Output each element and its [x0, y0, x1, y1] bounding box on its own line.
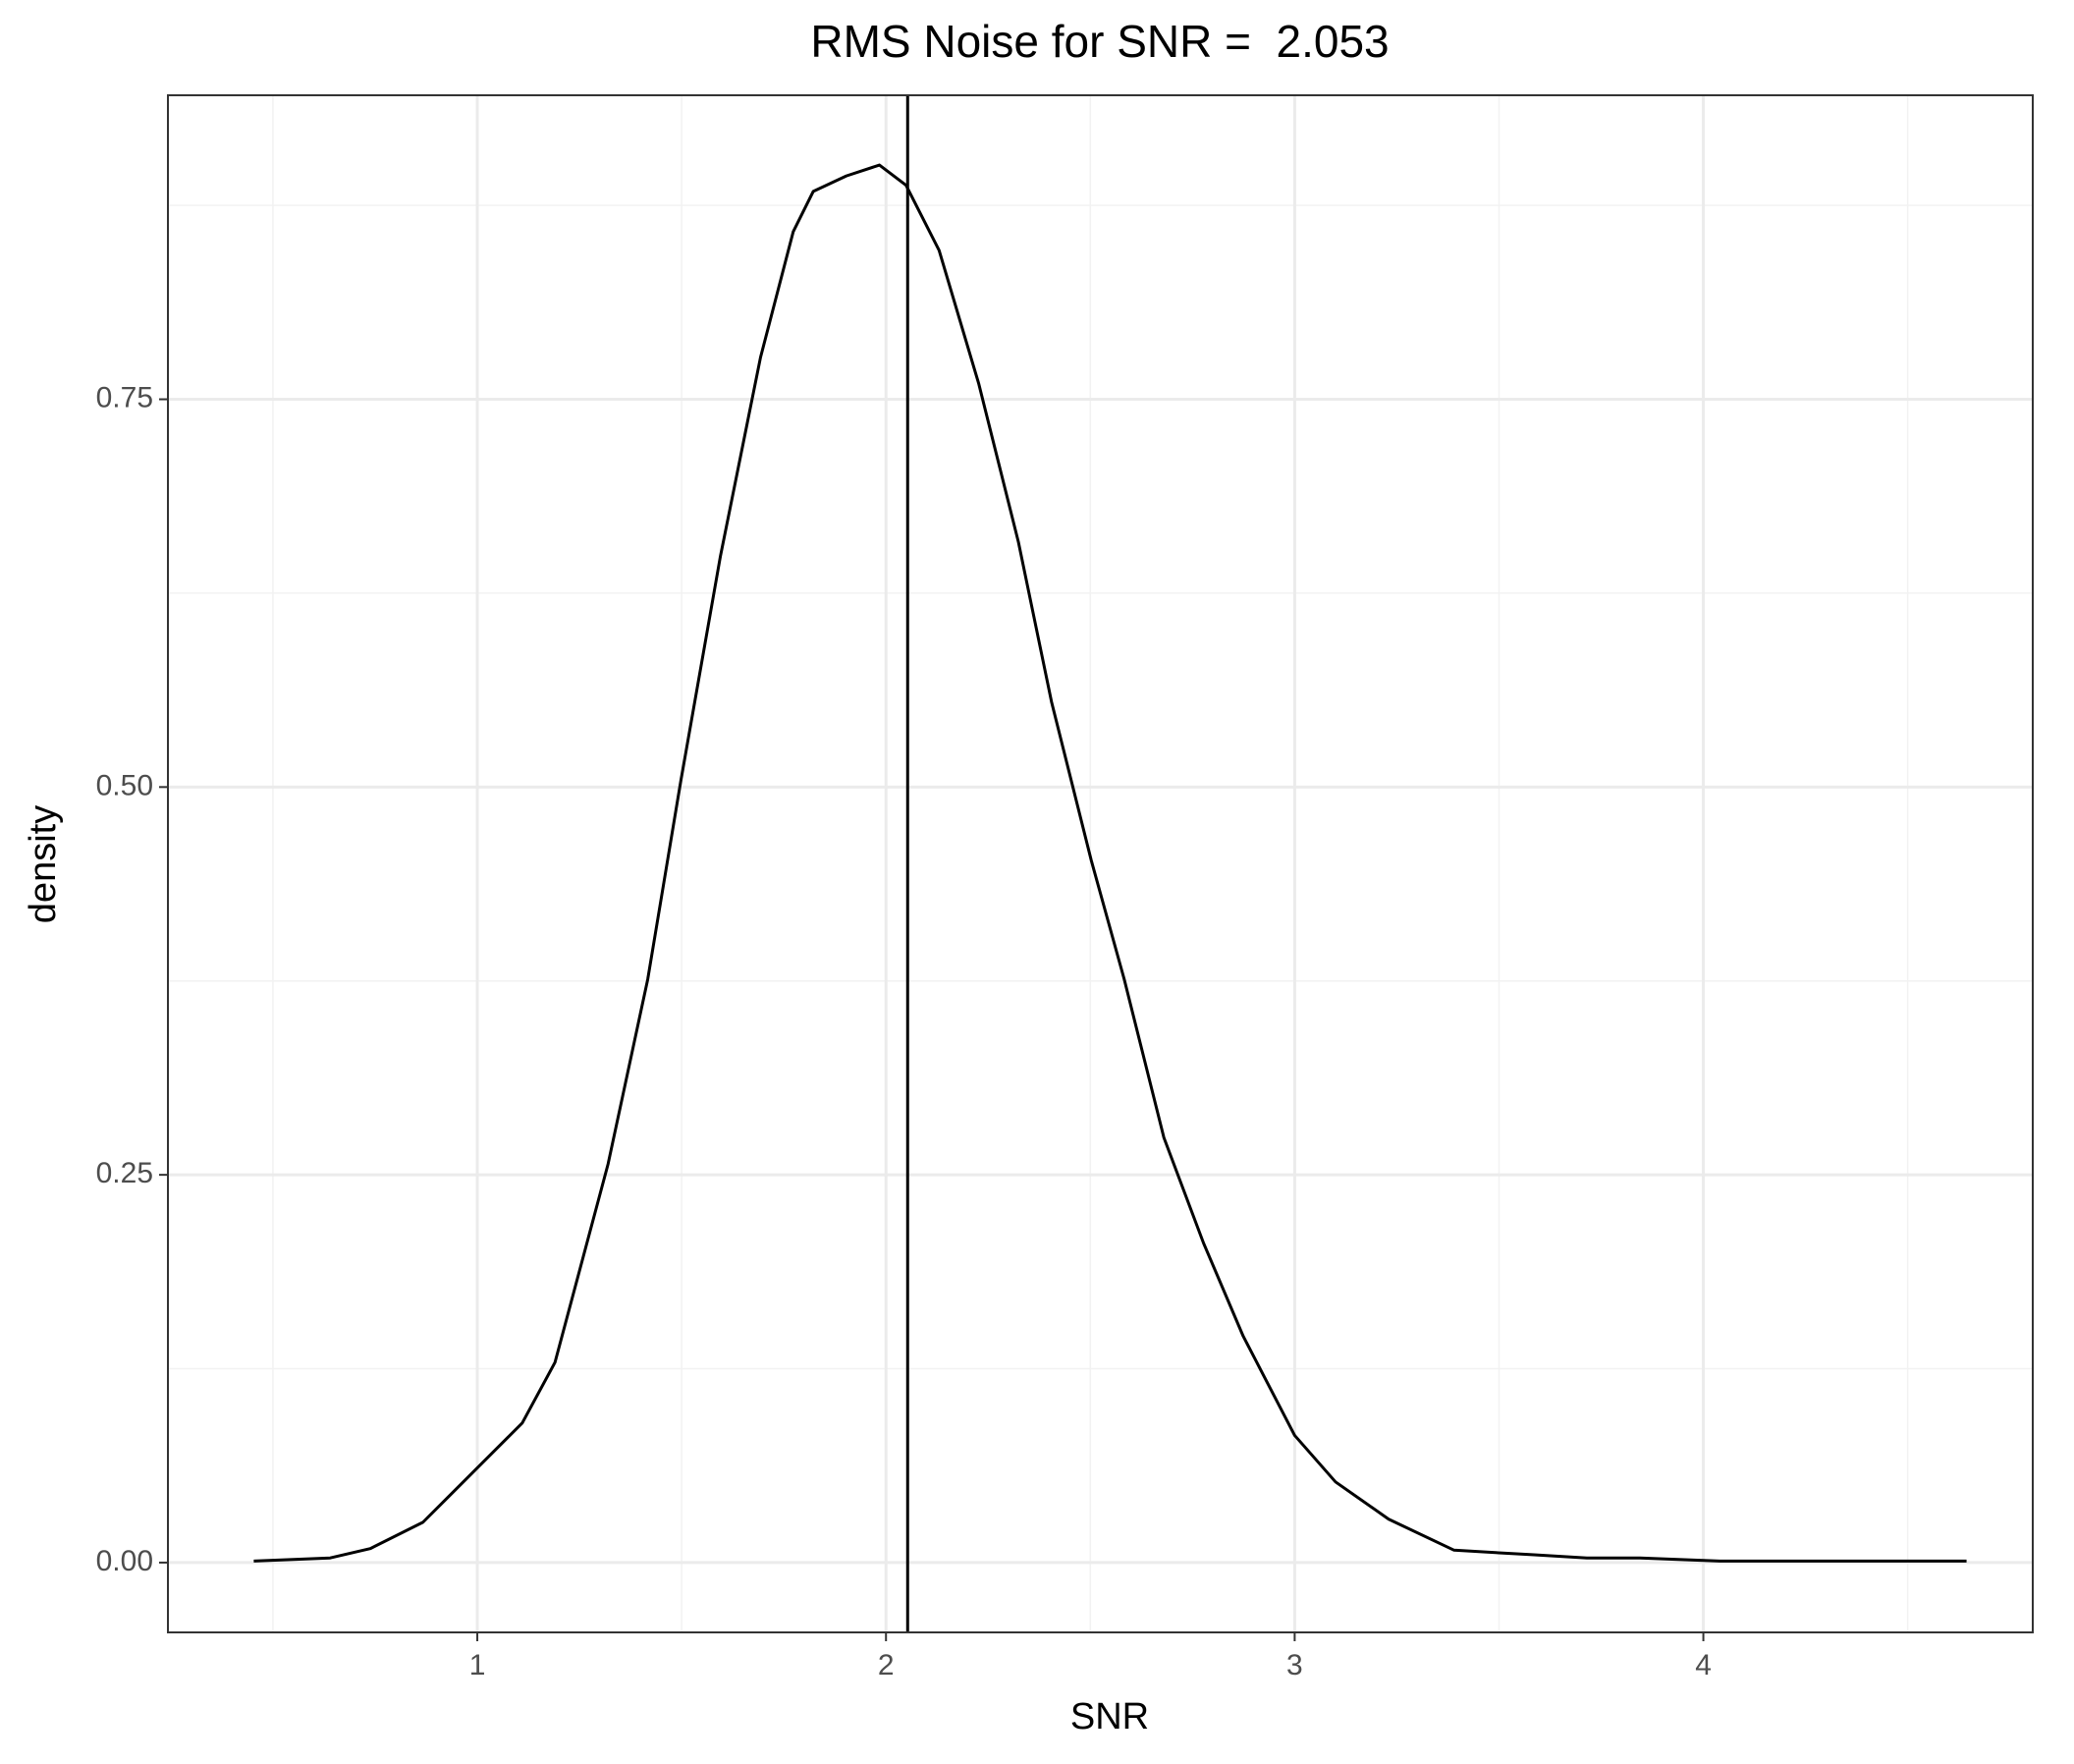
y-tick-label: 0.50 — [96, 769, 153, 801]
x-tick-label: 2 — [878, 1649, 895, 1681]
y-axis-label: density — [23, 805, 64, 923]
y-tick-label: 0.25 — [96, 1157, 153, 1189]
chart-title: RMS Noise for SNR = 2.053 — [810, 16, 1389, 67]
density-line — [253, 163, 1967, 1563]
y-tick-label: 0.75 — [96, 381, 153, 413]
x-tick-label: 1 — [469, 1649, 486, 1681]
x-tick-label: 4 — [1695, 1649, 1712, 1681]
y-tick-label: 0.00 — [96, 1545, 153, 1577]
x-tick-label: 3 — [1286, 1649, 1303, 1681]
panel-border — [167, 94, 2034, 1633]
x-axis-label: SNR — [1070, 1696, 1149, 1737]
